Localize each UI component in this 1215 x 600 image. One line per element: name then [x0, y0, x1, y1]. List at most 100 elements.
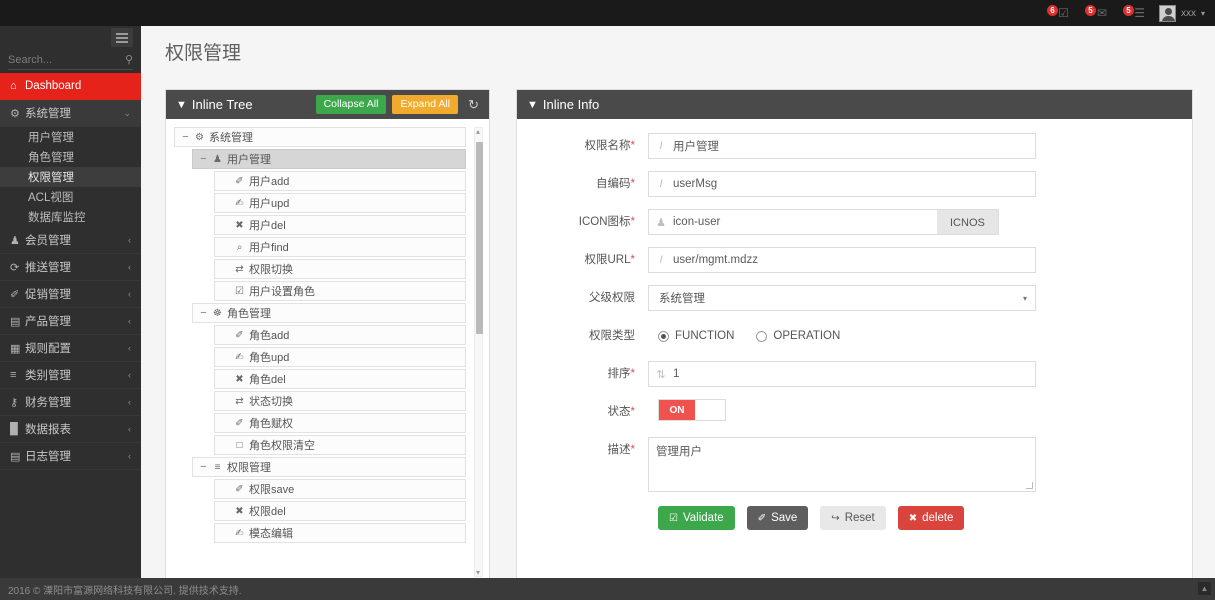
sidebar-item-6[interactable]: ▦ 规则配置 ‹ — [0, 335, 141, 362]
sitemap-icon: ▼ — [176, 98, 187, 111]
code-input[interactable]: I userMsg — [648, 171, 1036, 197]
tree-node-label: 用户upd — [249, 198, 290, 210]
tree-node[interactable]: □ 角色权限清空 — [214, 435, 466, 455]
sidebar-item-9[interactable]: █ 数据报表 ‹ — [0, 416, 141, 443]
sidebar-item-4[interactable]: ✐ 促销管理 ‹ — [0, 281, 141, 308]
search-input[interactable] — [8, 52, 113, 68]
sidebar-item-1[interactable]: ⚙ 系统管理 ⌄ — [0, 100, 141, 127]
tree-node[interactable]: ⇄ 权限切换 — [214, 259, 466, 279]
chevron-up-icon[interactable]: ▲ — [1198, 582, 1211, 595]
order-stepper[interactable]: ⇅ 1 — [648, 361, 1036, 387]
tree-panel-header: ▼ Inline Tree Collapse All Expand All ↻ — [166, 90, 489, 119]
scroll-down-icon[interactable]: ▾ — [476, 568, 481, 577]
sort-icon: ⇅ — [656, 368, 666, 381]
reset-button[interactable]: ↪ Reset — [820, 506, 886, 530]
field-row-parent: 父级权限 系统管理 ▾ — [533, 285, 1176, 311]
status-toggle[interactable]: ON — [658, 399, 726, 421]
expand-all-button[interactable]: Expand All — [392, 95, 459, 114]
name-input[interactable]: I 用户管理 — [648, 133, 1036, 159]
sidebar-item-label: 日志管理 — [25, 451, 71, 463]
delete-button[interactable]: ✖ delete — [897, 506, 965, 530]
tree-node[interactable]: ⌕ 用户find — [214, 237, 466, 257]
tree-node[interactable]: ✍ 用户upd — [214, 193, 466, 213]
tree-node-label: 权限管理 — [227, 462, 271, 474]
sidebar-subitem-2[interactable]: 权限管理 — [0, 167, 141, 187]
tree-scrollbar[interactable]: ▴ ▾ — [474, 127, 483, 577]
parent-select[interactable]: 系统管理 ▾ — [648, 285, 1036, 311]
user-icon: ♟ — [213, 153, 222, 165]
tree-node[interactable]: ⇄ 状态切换 — [214, 391, 466, 411]
check-square-icon: ☑ — [235, 285, 244, 297]
status-on-label: ON — [659, 400, 695, 420]
tree-node[interactable]: ✐ 角色add — [214, 325, 466, 345]
tree-toggle-icon[interactable]: − — [200, 461, 207, 473]
sidebar-item-2[interactable]: ♟ 会员管理 ‹ — [0, 227, 141, 254]
sidebar-search[interactable]: ⚲ — [8, 52, 133, 70]
save-button[interactable]: ✐ Save — [746, 506, 809, 530]
footer-text: 2016 © 溧阳市富源网络科技有限公司. 提供技术支持. — [8, 585, 242, 597]
times-icon: ✖ — [235, 505, 244, 517]
sidebar-subitem-3[interactable]: ACL视图 — [0, 187, 141, 207]
notification-tasks-icon[interactable]: ☰ 5 — [1122, 5, 1145, 21]
sidebar-item-label: 推送管理 — [25, 262, 71, 274]
tree-node-label: 角色权限清空 — [249, 440, 315, 452]
icon-input[interactable]: ♟ icon-user — [648, 209, 938, 235]
chevron-icon: ‹ — [128, 289, 131, 299]
sidebar-item-0[interactable]: ⌂ Dashboard — [0, 73, 148, 100]
tree-node[interactable]: − ⚙ 系统管理 — [174, 127, 466, 147]
tree-node-label: 角色del — [249, 374, 286, 386]
tree-node[interactable]: ✖ 权限del — [214, 501, 466, 521]
top-bar: ☑ 6 ✉ 5 ☰ 5 xxx ▾ — [0, 0, 1215, 26]
validate-button[interactable]: ☑ Validate — [658, 506, 735, 530]
refresh-icon[interactable]: ↻ — [464, 97, 483, 113]
user-menu[interactable]: xxx ▾ — [1158, 4, 1215, 22]
tree-node[interactable]: − ♟ 用户管理 — [192, 149, 466, 169]
tree-node[interactable]: − ☸ 角色管理 — [192, 303, 466, 323]
tree-node[interactable]: − ≡ 权限管理 — [192, 457, 466, 477]
tree-node-label: 权限save — [249, 484, 295, 496]
notification-bell-icon[interactable]: ☑ 6 — [1046, 5, 1069, 21]
label-code: 自编码* — [596, 178, 635, 190]
sidebar-item-5[interactable]: ▤ 产品管理 ‹ — [0, 308, 141, 335]
sidebar-item-label: 会员管理 — [25, 235, 71, 247]
tree-toggle-icon[interactable]: − — [200, 307, 207, 319]
sidebar-item-7[interactable]: ≡ 类别管理 ‹ — [0, 362, 141, 389]
url-input[interactable]: I user/mgmt.mdzz — [648, 247, 1036, 273]
sidebar-subitem-1[interactable]: 角色管理 — [0, 147, 141, 167]
notification-envelope-icon[interactable]: ✉ 5 — [1084, 5, 1107, 21]
scroll-up-icon[interactable]: ▴ — [476, 127, 481, 136]
tree-toggle-icon[interactable]: − — [200, 153, 207, 165]
radio-dot[interactable] — [756, 330, 768, 342]
scrollbar-thumb[interactable] — [476, 142, 483, 334]
collapse-all-button[interactable]: Collapse All — [315, 95, 387, 114]
radio-function[interactable]: FUNCTION — [658, 330, 734, 342]
tree-node[interactable]: ✍ 模态编辑 — [214, 523, 466, 543]
tree-node[interactable]: ☑ 用户设置角色 — [214, 281, 466, 301]
tree-toggle-icon[interactable]: − — [182, 131, 189, 143]
sidebar-item-8[interactable]: ⚷ 财务管理 ‹ — [0, 389, 141, 416]
radio-dot[interactable] — [658, 330, 669, 342]
tree-node[interactable]: ✖ 角色del — [214, 369, 466, 389]
sidebar-nav: ⌂ Dashboard ⚙ 系统管理 ⌄ 用户管理 角色管理 权限管理 ACL视图 数据库监控 ♟ 会… — [0, 73, 148, 470]
tree-node[interactable]: ✐ 用户add — [214, 171, 466, 191]
sidebar-item-label: 系统管理 — [25, 108, 71, 120]
tree-node[interactable]: ✍ 角色upd — [214, 347, 466, 367]
tree-node-label: 状态切换 — [249, 396, 293, 408]
sidebar-item-3[interactable]: ⟳ 推送管理 ‹ — [0, 254, 141, 281]
sidebar-item-label: 数据报表 — [25, 424, 71, 436]
tree-node[interactable]: ✖ 用户del — [214, 215, 466, 235]
tree-node[interactable]: ✐ 角色赋权 — [214, 413, 466, 433]
sidebar-subitem-0[interactable]: 用户管理 — [0, 127, 141, 147]
icnos-button[interactable]: ICNOS — [937, 209, 999, 235]
hamburger-icon[interactable] — [111, 28, 133, 47]
field-row-url: 权限URL* I user/mgmt.mdzz — [533, 247, 1176, 273]
sidebar-item-10[interactable]: ▤ 日志管理 ‹ — [0, 443, 141, 470]
field-row-order: 排序* ⇅ 1 — [533, 361, 1176, 387]
radio-operation[interactable]: OPERATION — [756, 330, 840, 342]
tree-node[interactable]: ✐ 权限save — [214, 479, 466, 499]
description-textarea[interactable]: 管理用户 — [648, 437, 1036, 492]
notification-count: 5 — [1084, 5, 1096, 16]
sidebar-subitem-4[interactable]: 数据库监控 — [0, 207, 141, 227]
button-label: delete — [922, 512, 954, 524]
